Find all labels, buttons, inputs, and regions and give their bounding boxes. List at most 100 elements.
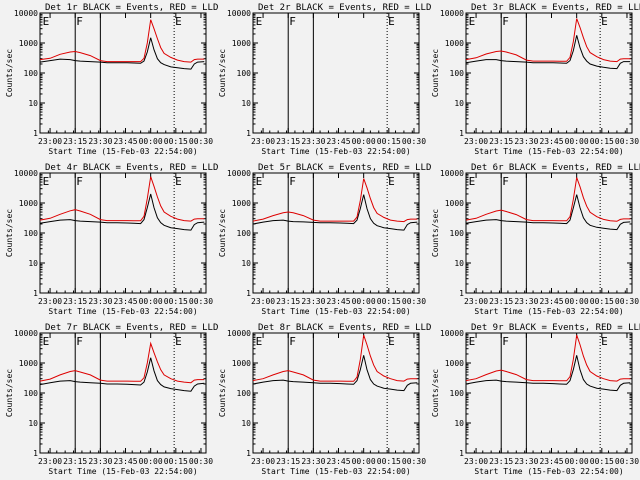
letter-marker: F xyxy=(76,15,83,28)
lld-series-line xyxy=(252,334,418,382)
x-tick-label: 00:30 xyxy=(615,457,639,466)
x-axis-label: Start Time (15-Feb-03 22:54:00) xyxy=(474,467,623,476)
x-tick-label: 00:15 xyxy=(590,457,614,466)
plot-frame xyxy=(39,172,207,294)
plot-frame xyxy=(252,172,420,294)
y-tick-label: 100 xyxy=(450,69,465,78)
plot-frame xyxy=(465,12,633,134)
events-series-line xyxy=(465,35,631,70)
panel-title: Det 7r BLACK = Events, RED = LLD xyxy=(45,323,218,333)
x-tick-label: 23:30 xyxy=(88,137,112,146)
lld-series-line xyxy=(39,176,205,222)
y-tick-label: 100 xyxy=(24,389,39,398)
x-tick-label: 23:00 xyxy=(464,457,488,466)
x-tick-label: 23:15 xyxy=(276,457,300,466)
x-tick-label: 23:45 xyxy=(539,137,563,146)
events-series-line xyxy=(465,194,631,231)
letter-marker: E xyxy=(43,175,50,188)
x-tick-label: 00:15 xyxy=(590,297,614,306)
x-axis-label: Start Time (15-Feb-03 22:54:00) xyxy=(474,147,623,156)
letter-marker: E xyxy=(43,335,50,348)
y-tick-label: 1000 xyxy=(232,199,251,208)
y-tick-label: 1 xyxy=(459,129,464,138)
x-tick-label: 00:00 xyxy=(139,137,163,146)
y-tick-label: 10000 xyxy=(440,169,464,178)
y-tick-label: 10 xyxy=(454,259,464,268)
x-tick-label: 23:15 xyxy=(489,457,513,466)
x-tick-label: 23:45 xyxy=(113,137,137,146)
letter-marker: F xyxy=(502,335,509,348)
y-tick-label: 100 xyxy=(450,389,465,398)
y-axis-label: Counts/sec xyxy=(218,49,227,97)
y-tick-label: 1000 xyxy=(232,39,251,48)
x-tick-label: 23:00 xyxy=(38,137,62,146)
x-tick-label: 00:15 xyxy=(377,137,401,146)
x-tick-label: 23:45 xyxy=(113,457,137,466)
letter-marker: E xyxy=(175,15,182,28)
x-tick-label: 23:30 xyxy=(514,297,538,306)
y-tick-label: 1 xyxy=(246,449,251,458)
y-tick-label: 1 xyxy=(246,129,251,138)
x-tick-label: 00:15 xyxy=(377,297,401,306)
letter-marker: E xyxy=(256,335,263,348)
x-tick-label: 00:30 xyxy=(615,297,639,306)
letter-marker: E xyxy=(175,175,182,188)
x-tick-label: 23:15 xyxy=(489,297,513,306)
y-axis-label: Counts/sec xyxy=(431,369,440,417)
x-tick-label: 23:30 xyxy=(88,297,112,306)
letter-marker: F xyxy=(502,15,509,28)
letter-marker: E xyxy=(388,15,395,28)
plot-frame xyxy=(39,332,207,454)
y-axis-label: Counts/sec xyxy=(5,369,14,417)
y-tick-label: 100 xyxy=(237,389,252,398)
x-tick-label: 23:00 xyxy=(38,457,62,466)
x-tick-label: 00:00 xyxy=(565,297,589,306)
panel-title: Det 8r BLACK = Events, RED = LLD xyxy=(258,323,431,333)
x-tick-label: 00:15 xyxy=(377,457,401,466)
events-series-line xyxy=(252,355,418,392)
y-tick-label: 10 xyxy=(241,259,251,268)
x-tick-label: 23:00 xyxy=(38,297,62,306)
y-tick-label: 1000 xyxy=(445,359,464,368)
y-tick-label: 10 xyxy=(28,99,38,108)
x-tick-label: 00:00 xyxy=(352,137,376,146)
y-tick-label: 10000 xyxy=(227,329,251,338)
y-tick-label: 100 xyxy=(237,229,252,238)
x-tick-label: 00:30 xyxy=(189,297,213,306)
letter-marker: E xyxy=(469,335,476,348)
x-tick-label: 23:15 xyxy=(276,297,300,306)
x-tick-label: 23:45 xyxy=(326,457,350,466)
y-axis-label: Counts/sec xyxy=(5,209,14,257)
x-tick-label: 23:15 xyxy=(63,137,87,146)
x-tick-label: 00:15 xyxy=(164,457,188,466)
x-tick-label: 23:30 xyxy=(301,137,325,146)
y-tick-label: 100 xyxy=(237,69,252,78)
x-tick-label: 00:15 xyxy=(164,137,188,146)
x-tick-label: 23:30 xyxy=(301,297,325,306)
y-tick-label: 10 xyxy=(28,419,38,428)
lld-series-line xyxy=(465,334,631,382)
panel-title: Det 5r BLACK = Events, RED = LLD xyxy=(258,163,431,173)
x-tick-label: 23:15 xyxy=(63,297,87,306)
letter-marker: F xyxy=(289,175,296,188)
y-axis-label: Counts/sec xyxy=(431,49,440,97)
x-tick-label: 00:15 xyxy=(164,297,188,306)
events-series-line xyxy=(39,357,205,392)
panel-3: Det 3r BLACK = Events, RED = LLD 1 10 100 10… xyxy=(431,3,640,156)
events-series-line xyxy=(465,355,631,392)
x-tick-label: 00:00 xyxy=(139,457,163,466)
panel-1: Det 1r BLACK = Events, RED = LLD 1 10 100 10… xyxy=(5,3,218,156)
plot-frame xyxy=(39,12,207,134)
plot-frame xyxy=(252,332,420,454)
panel-title: Det 1r BLACK = Events, RED = LLD xyxy=(45,3,218,13)
x-axis-label: Start Time (15-Feb-03 22:54:00) xyxy=(261,147,410,156)
letter-marker: E xyxy=(601,335,608,348)
x-tick-label: 00:00 xyxy=(565,457,589,466)
y-tick-label: 10000 xyxy=(440,329,464,338)
y-tick-label: 1000 xyxy=(445,199,464,208)
y-tick-label: 10000 xyxy=(14,169,38,178)
x-tick-label: 00:30 xyxy=(402,457,426,466)
x-tick-label: 23:45 xyxy=(326,297,350,306)
y-tick-label: 1 xyxy=(459,289,464,298)
